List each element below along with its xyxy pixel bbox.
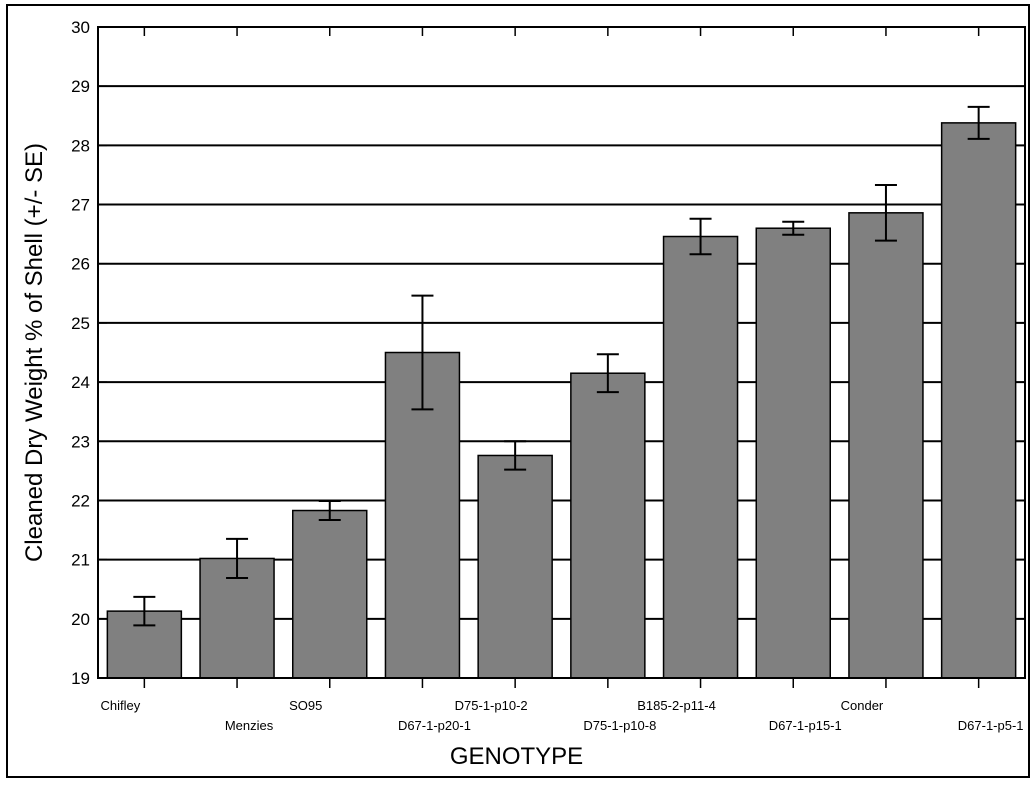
x-tick-label: SO95 <box>289 698 322 713</box>
bar <box>940 122 1017 679</box>
y-tick-label: 23 <box>71 432 90 451</box>
y-tick-label: 21 <box>71 551 90 570</box>
x-tick-label: D67-1-p5-1 <box>958 718 1024 733</box>
y-tick-label: 19 <box>71 669 90 688</box>
y-axis-title: Cleaned Dry Weight % of Shell (+/- SE) <box>21 143 48 562</box>
y-tick-label: 28 <box>71 136 90 155</box>
y-tick-label: 20 <box>71 610 90 629</box>
y-tick-labels: 19 20 21 22 23 24 25 26 27 28 29 30 <box>71 18 90 688</box>
x-tick-label: Menzies <box>225 718 274 733</box>
y-tick-label: 22 <box>71 491 90 510</box>
axis-ticks <box>98 26 1025 688</box>
bars <box>106 122 1017 679</box>
x-tick-label: D75-1-p10-8 <box>583 718 656 733</box>
bar <box>477 454 553 679</box>
y-tick-label: 27 <box>71 196 90 215</box>
y-tick-label: 29 <box>71 77 90 96</box>
bar <box>292 509 368 679</box>
x-axis-title: GENOTYPE <box>450 743 583 770</box>
x-tick-label: Chifley <box>100 698 140 713</box>
y-tick-label: 30 <box>71 18 90 37</box>
x-tick-label: D75-1-p10-2 <box>455 698 528 713</box>
error-bars <box>133 105 990 627</box>
x-tick-label: D67-1-p15-1 <box>769 718 842 733</box>
x-tick-label: B185-2-p11-4 <box>637 698 716 713</box>
plot-area-frame <box>97 26 1026 679</box>
bar <box>755 227 831 679</box>
y-tick-label: 24 <box>71 373 90 392</box>
x-tick-labels: Chifley Menzies SO95 D67-1-p20-1 D75-1-p10-2… <box>100 698 1023 733</box>
x-tick-label: D67-1-p20-1 <box>398 718 471 733</box>
y-tick-label: 26 <box>71 255 90 274</box>
bar <box>848 212 924 679</box>
y-tick-label: 25 <box>71 314 90 333</box>
bar <box>662 235 739 679</box>
bar <box>570 372 646 679</box>
x-tick-label: Conder <box>841 698 884 713</box>
